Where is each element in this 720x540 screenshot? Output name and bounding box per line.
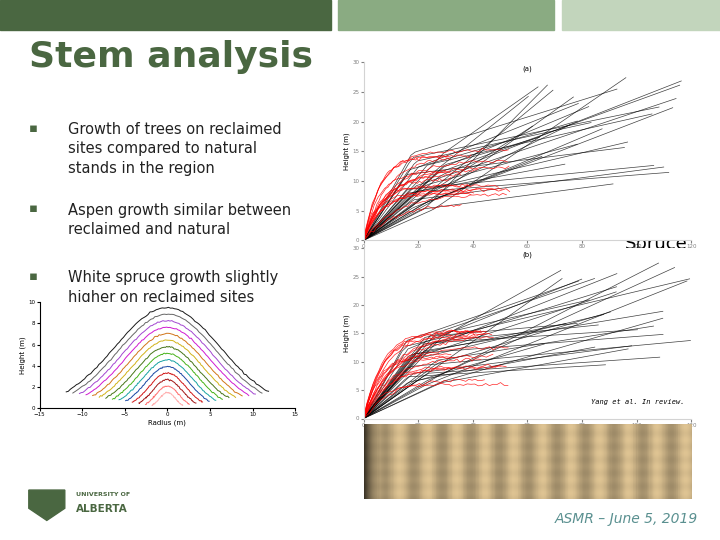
Text: Aspen growth similar between
reclaimed and natural: Aspen growth similar between reclaimed a… bbox=[68, 202, 292, 237]
Y-axis label: Height (m): Height (m) bbox=[343, 315, 350, 352]
Text: ALBERTA: ALBERTA bbox=[76, 504, 128, 515]
Text: Yang et al. In review.: Yang et al. In review. bbox=[591, 399, 685, 405]
Text: ASMR – June 5, 2019: ASMR – June 5, 2019 bbox=[555, 512, 698, 526]
Bar bbox=[0, 0, 331, 30]
Text: (b): (b) bbox=[523, 252, 532, 258]
Text: Spruce: Spruce bbox=[625, 235, 688, 253]
Text: White spruce growth slightly
higher on reclaimed sites: White spruce growth slightly higher on r… bbox=[68, 270, 279, 305]
Text: ▪: ▪ bbox=[29, 270, 37, 283]
Text: Aspen: Aspen bbox=[632, 68, 688, 85]
Bar bbox=[338, 0, 554, 30]
Text: Growth of trees on reclaimed
sites compared to natural
stands in the region: Growth of trees on reclaimed sites compa… bbox=[68, 122, 282, 176]
Text: Stem analysis: Stem analysis bbox=[29, 40, 312, 75]
X-axis label: Total Age (years): Total Age (years) bbox=[498, 252, 557, 259]
Text: (a): (a) bbox=[523, 66, 532, 72]
X-axis label: Total Age (years): Total Age (years) bbox=[498, 430, 557, 437]
Text: ▪: ▪ bbox=[29, 122, 37, 134]
Polygon shape bbox=[29, 490, 65, 521]
Y-axis label: Height (m): Height (m) bbox=[19, 336, 26, 374]
Bar bbox=[562, 0, 720, 30]
Text: UNIVERSITY OF: UNIVERSITY OF bbox=[76, 492, 130, 497]
Y-axis label: Height (m): Height (m) bbox=[343, 132, 350, 170]
X-axis label: Radius (m): Radius (m) bbox=[148, 420, 186, 426]
Text: ▪: ▪ bbox=[29, 202, 37, 215]
